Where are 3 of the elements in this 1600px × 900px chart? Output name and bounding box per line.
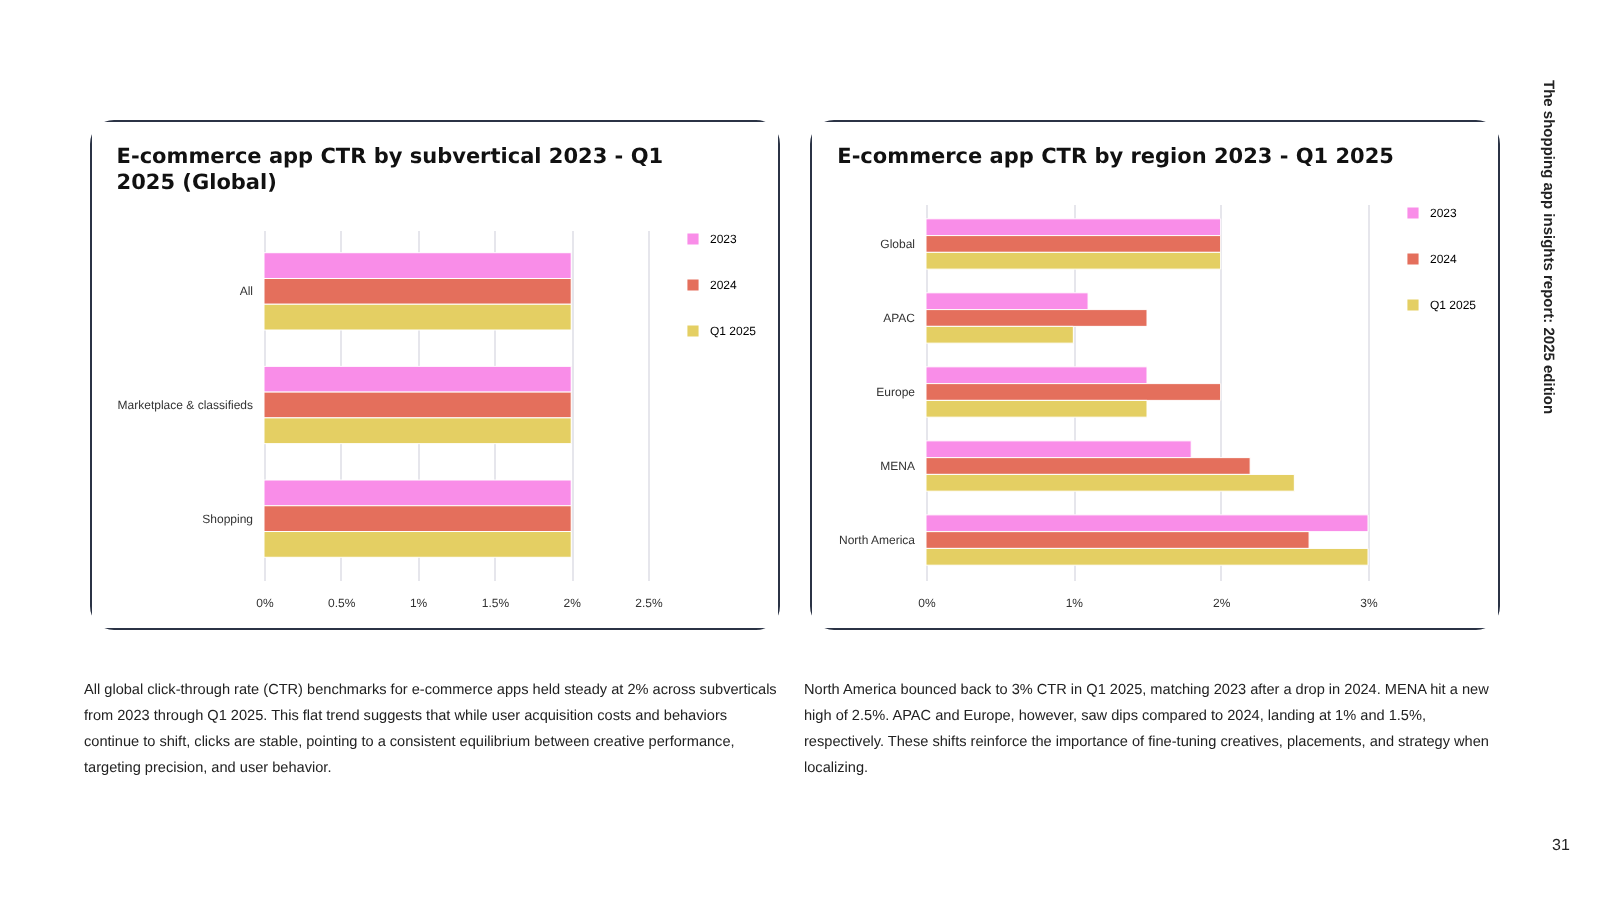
- text: 31: [1552, 836, 1570, 854]
- chart-title: E-commerce app CTR by region 2023 - Q1 2025: [837, 145, 1394, 169]
- chart-title: E-commerce app CTR by subvertical 2023 - Q1 2025 (Global): [116, 145, 664, 195]
